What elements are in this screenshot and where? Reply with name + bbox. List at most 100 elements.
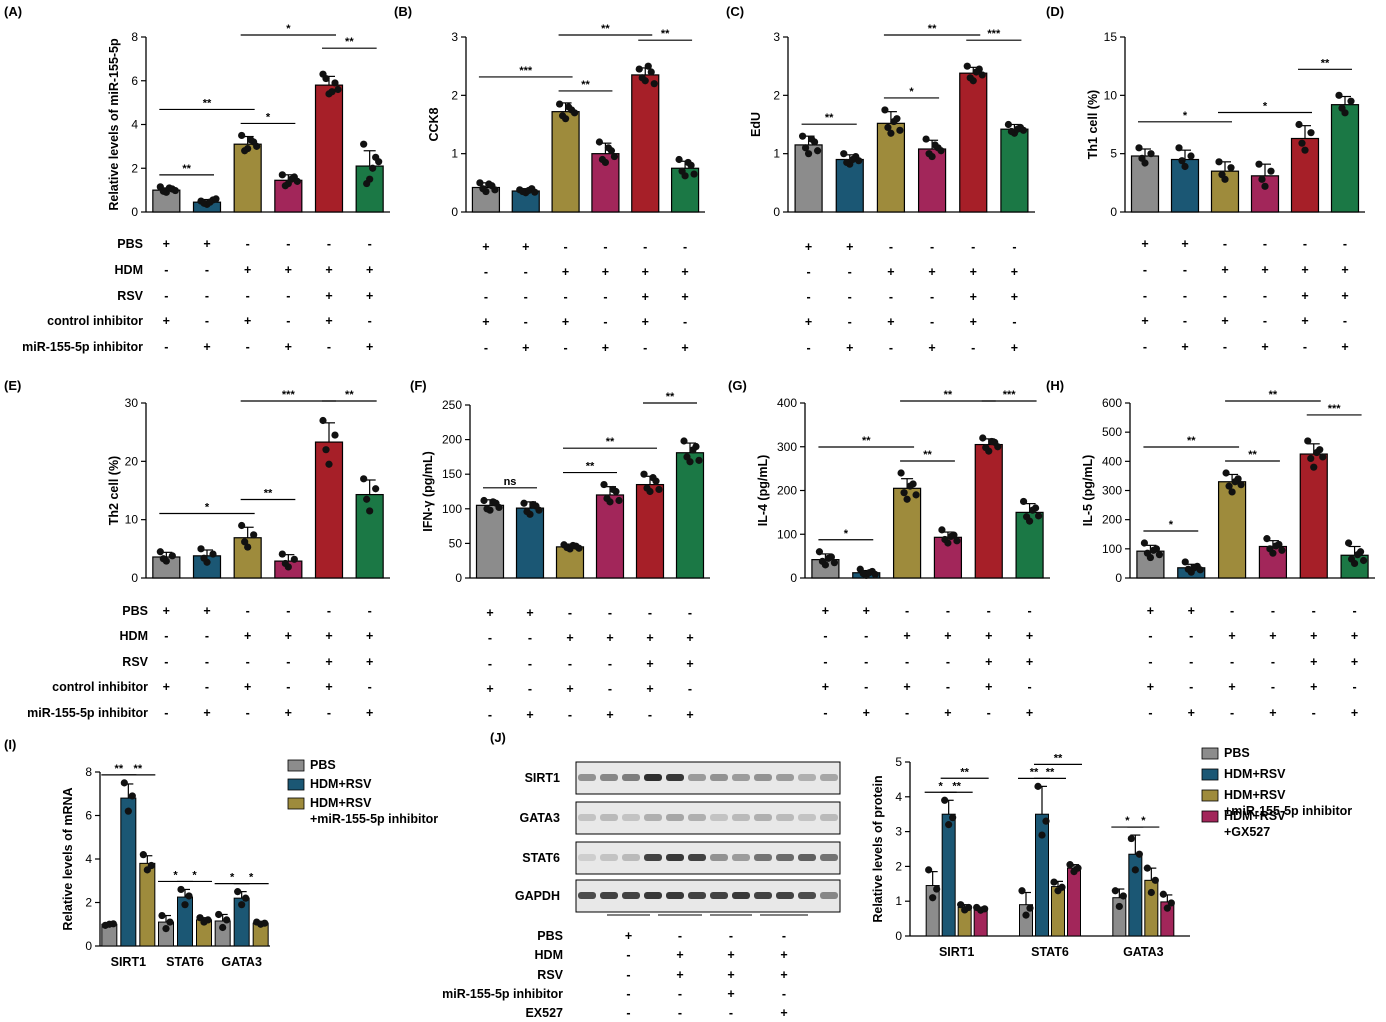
data-point <box>813 147 822 155</box>
treatment-sign: - <box>603 315 607 329</box>
treatment-sign: - <box>1312 604 1316 618</box>
treatment-sign: - <box>246 655 250 669</box>
significance-marker: ** <box>1269 389 1278 401</box>
treatment-sign: + <box>846 240 853 254</box>
treatment-sign: - <box>648 708 652 722</box>
y-tick-label: 400 <box>777 396 797 410</box>
treatment-sign: - <box>683 240 687 254</box>
panel-i: 0 2 4 6 8 Relative levels of mRNA SIRT1 STAT6 GA… <box>61 758 438 969</box>
data-point <box>372 485 380 493</box>
data-point <box>278 550 286 558</box>
treatment-sign: + <box>970 290 977 304</box>
data-point <box>830 559 839 567</box>
data-point <box>234 888 242 896</box>
blot-condition-sign: + <box>727 987 734 1001</box>
y-tick-label: 0 <box>85 939 92 953</box>
data-point <box>1066 861 1074 869</box>
treatment-sign: + <box>1341 340 1348 354</box>
y-tick-label: 0 <box>131 571 138 585</box>
treatment-sign: + <box>522 240 529 254</box>
treatment-sign: - <box>563 240 567 254</box>
treatment-sign: - <box>608 657 612 671</box>
treatment-sign: + <box>566 682 573 696</box>
treatment-sign: + <box>863 706 870 720</box>
treatment-sign: + <box>1301 263 1308 277</box>
y-tick-label: 15 <box>1104 30 1118 44</box>
panel-label: (J) <box>490 730 506 745</box>
treatment-sign: - <box>568 657 572 671</box>
significance-marker: ns <box>504 476 517 488</box>
y-tick-label: 0 <box>131 205 138 219</box>
blot-strip <box>575 761 841 795</box>
treatment-row-label: HDM <box>115 263 143 277</box>
treatment-sign: + <box>686 631 693 645</box>
treatment-sign: - <box>286 655 290 669</box>
data-point <box>981 905 989 913</box>
treatment-sign: - <box>488 708 492 722</box>
significance-marker: ** <box>944 389 953 401</box>
data-point <box>480 496 488 505</box>
blot-band <box>644 854 662 861</box>
data-point <box>988 437 996 446</box>
data-point <box>1138 154 1146 162</box>
treatment-sign: - <box>568 708 572 722</box>
y-axis-label: IL-5 (pg/mL) <box>1081 455 1095 527</box>
significance-marker: ** <box>666 391 675 403</box>
data-point <box>1307 129 1315 137</box>
data-point <box>360 475 368 483</box>
data-point <box>1228 488 1236 496</box>
data-point <box>1295 120 1303 129</box>
significance-marker: ** <box>606 436 615 448</box>
bar <box>892 487 922 579</box>
panel-label: (A) <box>4 4 22 19</box>
treatment-sign: + <box>285 706 292 720</box>
data-point <box>124 807 132 815</box>
treatment-sign: + <box>366 655 373 669</box>
treatment-row-label: PBS <box>117 237 143 251</box>
data-point <box>278 171 286 179</box>
treatment-sign: + <box>1310 629 1317 643</box>
treatment-sign: - <box>205 629 209 643</box>
treatment-sign: - <box>1223 340 1227 354</box>
data-point <box>120 779 128 787</box>
treatment-sign: - <box>488 631 492 645</box>
y-axis-label: Th2 cell (%) <box>107 456 121 525</box>
panel-j: 0 1 2 3 4 5 Relative levels of protein SIRT1 STA… <box>871 746 1352 959</box>
treatment-sign: + <box>1147 604 1154 618</box>
y-tick-label: 2 <box>773 88 780 102</box>
data-point <box>609 485 617 494</box>
treatment-sign: - <box>528 631 532 645</box>
significance-marker: * <box>1263 101 1268 113</box>
data-point <box>1034 512 1043 520</box>
blot-band <box>578 814 596 821</box>
significance-marker: * <box>205 502 210 514</box>
data-point <box>1338 104 1346 112</box>
treatment-sign: - <box>608 682 612 696</box>
data-point <box>253 142 261 150</box>
blot-band <box>798 892 816 899</box>
panel-label: (H) <box>1046 378 1064 393</box>
blot-condition-sign: - <box>729 1006 733 1020</box>
bar <box>120 797 137 947</box>
legend-label: HDM+RSV <box>1224 788 1286 802</box>
treatment-sign: + <box>928 341 935 355</box>
treatment-sign: + <box>1269 629 1276 643</box>
data-point <box>647 68 655 76</box>
treatment-sign: + <box>1351 706 1358 720</box>
data-point <box>933 885 941 893</box>
treatment-sign: + <box>822 604 829 618</box>
data-point <box>366 507 374 515</box>
data-point <box>1013 125 1022 133</box>
significance-marker: ** <box>1321 57 1330 69</box>
legend-label: PBS <box>310 758 336 772</box>
treatment-sign: + <box>606 631 613 645</box>
treatment-sign: + <box>863 604 870 618</box>
treatment-sign: + <box>325 680 332 694</box>
treatment-sign: + <box>366 263 373 277</box>
data-point <box>109 920 117 928</box>
data-point <box>1222 469 1230 477</box>
legend-swatch <box>1201 747 1219 760</box>
blot-band <box>710 854 728 861</box>
treatment-sign: - <box>1183 289 1187 303</box>
